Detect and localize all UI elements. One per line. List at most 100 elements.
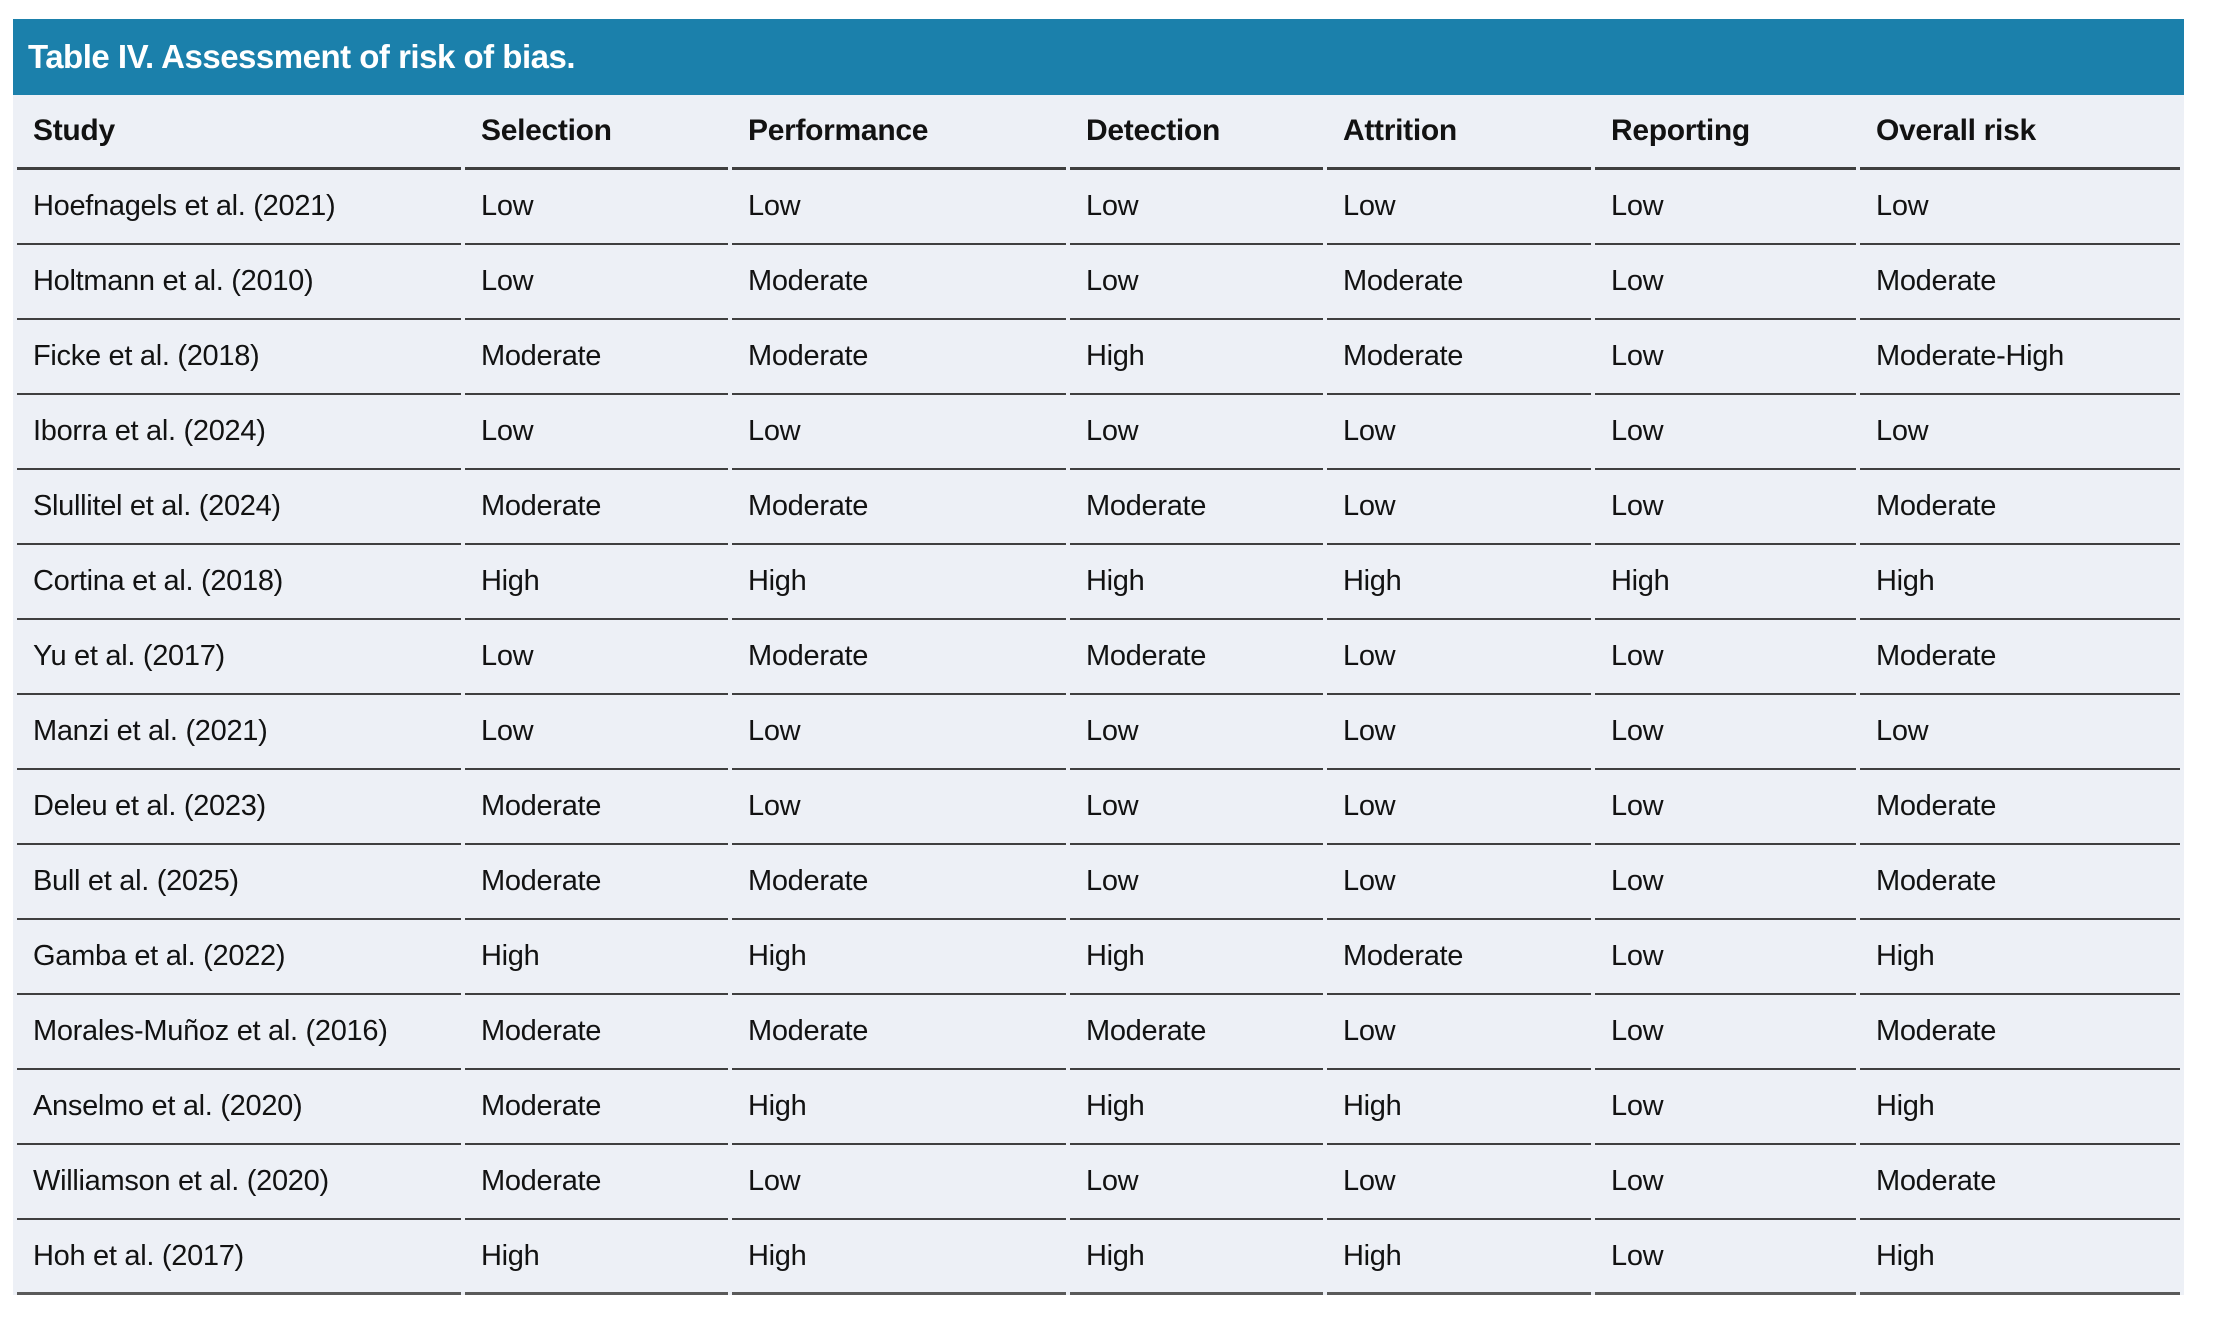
cell-detection: Low: [1070, 770, 1323, 845]
cell-reporting: Low: [1595, 320, 1856, 395]
cell-selection: Low: [465, 620, 728, 695]
table-row: Ficke et al. (2018) Moderate Moderate Hi…: [17, 320, 2180, 395]
cell-overall-risk: Moderate: [1860, 845, 2180, 920]
table-row: Manzi et al. (2021) Low Low Low Low Low …: [17, 695, 2180, 770]
cell-performance: Moderate: [732, 470, 1066, 545]
cell-overall-risk: Moderate: [1860, 470, 2180, 545]
col-header-reporting: Reporting: [1595, 95, 1856, 170]
cell-study: Holtmann et al. (2010): [17, 245, 461, 320]
cell-overall-risk: Moderate: [1860, 1145, 2180, 1220]
cell-attrition: Moderate: [1327, 920, 1591, 995]
cell-detection: Low: [1070, 170, 1323, 245]
risk-of-bias-table: Table IV. Assessment of risk of bias. St…: [13, 19, 2184, 1295]
cell-selection: High: [465, 920, 728, 995]
cell-study: Anselmo et al. (2020): [17, 1070, 461, 1145]
cell-reporting: High: [1595, 545, 1856, 620]
cell-selection: Moderate: [465, 995, 728, 1070]
table-row: Deleu et al. (2023) Moderate Low Low Low…: [17, 770, 2180, 845]
cell-detection: High: [1070, 920, 1323, 995]
cell-selection: High: [465, 1220, 728, 1295]
table-row: Anselmo et al. (2020) Moderate High High…: [17, 1070, 2180, 1145]
cell-reporting: Low: [1595, 770, 1856, 845]
col-header-selection: Selection: [465, 95, 728, 170]
cell-attrition: Low: [1327, 620, 1591, 695]
cell-selection: High: [465, 545, 728, 620]
cell-selection: Moderate: [465, 1145, 728, 1220]
col-header-overall-risk: Overall risk: [1860, 95, 2180, 170]
cell-study: Yu et al. (2017): [17, 620, 461, 695]
table-row: Slullitel et al. (2024) Moderate Moderat…: [17, 470, 2180, 545]
cell-attrition: High: [1327, 1220, 1591, 1295]
cell-reporting: Low: [1595, 395, 1856, 470]
cell-overall-risk: High: [1860, 545, 2180, 620]
cell-performance: Low: [732, 170, 1066, 245]
cell-attrition: Low: [1327, 995, 1591, 1070]
cell-study: Hoefnagels et al. (2021): [17, 170, 461, 245]
cell-detection: Moderate: [1070, 470, 1323, 545]
cell-performance: High: [732, 1220, 1066, 1295]
col-header-attrition: Attrition: [1327, 95, 1591, 170]
cell-attrition: Low: [1327, 770, 1591, 845]
cell-overall-risk: Low: [1860, 695, 2180, 770]
cell-detection: High: [1070, 1070, 1323, 1145]
cell-attrition: Low: [1327, 1145, 1591, 1220]
table-row: Iborra et al. (2024) Low Low Low Low Low…: [17, 395, 2180, 470]
cell-selection: Low: [465, 395, 728, 470]
cell-overall-risk: High: [1860, 1220, 2180, 1295]
cell-attrition: Low: [1327, 845, 1591, 920]
cell-performance: Moderate: [732, 245, 1066, 320]
cell-reporting: Low: [1595, 845, 1856, 920]
cell-attrition: Low: [1327, 170, 1591, 245]
table-row: Holtmann et al. (2010) Low Moderate Low …: [17, 245, 2180, 320]
cell-attrition: High: [1327, 1070, 1591, 1145]
cell-reporting: Low: [1595, 1145, 1856, 1220]
cell-attrition: High: [1327, 545, 1591, 620]
cell-overall-risk: High: [1860, 920, 2180, 995]
col-header-study: Study: [17, 95, 461, 170]
header-row: Study Selection Performance Detection At…: [17, 95, 2180, 170]
table-title-bar: Table IV. Assessment of risk of bias.: [13, 19, 2184, 95]
table-row: Cortina et al. (2018) High High High Hig…: [17, 545, 2180, 620]
cell-reporting: Low: [1595, 695, 1856, 770]
cell-study: Slullitel et al. (2024): [17, 470, 461, 545]
table-row: Hoh et al. (2017) High High High High Lo…: [17, 1220, 2180, 1295]
cell-study: Deleu et al. (2023): [17, 770, 461, 845]
cell-reporting: Low: [1595, 620, 1856, 695]
cell-attrition: Moderate: [1327, 320, 1591, 395]
cell-detection: High: [1070, 1220, 1323, 1295]
cell-detection: High: [1070, 320, 1323, 395]
cell-performance: Low: [732, 770, 1066, 845]
cell-performance: High: [732, 920, 1066, 995]
cell-study: Manzi et al. (2021): [17, 695, 461, 770]
risk-table: Study Selection Performance Detection At…: [13, 95, 2184, 1295]
cell-selection: Moderate: [465, 845, 728, 920]
cell-study: Morales-Muñoz et al. (2016): [17, 995, 461, 1070]
cell-study: Cortina et al. (2018): [17, 545, 461, 620]
cell-detection: Low: [1070, 1145, 1323, 1220]
cell-selection: Moderate: [465, 770, 728, 845]
cell-overall-risk: Moderate: [1860, 245, 2180, 320]
cell-selection: Low: [465, 245, 728, 320]
cell-detection: Moderate: [1070, 620, 1323, 695]
cell-performance: Moderate: [732, 995, 1066, 1070]
cell-performance: Low: [732, 1145, 1066, 1220]
cell-study: Bull et al. (2025): [17, 845, 461, 920]
cell-selection: Moderate: [465, 1070, 728, 1145]
cell-reporting: Low: [1595, 170, 1856, 245]
cell-overall-risk: Low: [1860, 170, 2180, 245]
col-header-detection: Detection: [1070, 95, 1323, 170]
table-row: Bull et al. (2025) Moderate Moderate Low…: [17, 845, 2180, 920]
cell-detection: Low: [1070, 395, 1323, 470]
cell-detection: Low: [1070, 245, 1323, 320]
cell-study: Iborra et al. (2024): [17, 395, 461, 470]
cell-study: Ficke et al. (2018): [17, 320, 461, 395]
cell-reporting: Low: [1595, 995, 1856, 1070]
table-row: Hoefnagels et al. (2021) Low Low Low Low…: [17, 170, 2180, 245]
cell-attrition: Moderate: [1327, 245, 1591, 320]
table-title: Table IV. Assessment of risk of bias.: [28, 38, 576, 75]
cell-overall-risk: Low: [1860, 395, 2180, 470]
cell-performance: Moderate: [732, 845, 1066, 920]
cell-study: Hoh et al. (2017): [17, 1220, 461, 1295]
table-row: Williamson et al. (2020) Moderate Low Lo…: [17, 1145, 2180, 1220]
